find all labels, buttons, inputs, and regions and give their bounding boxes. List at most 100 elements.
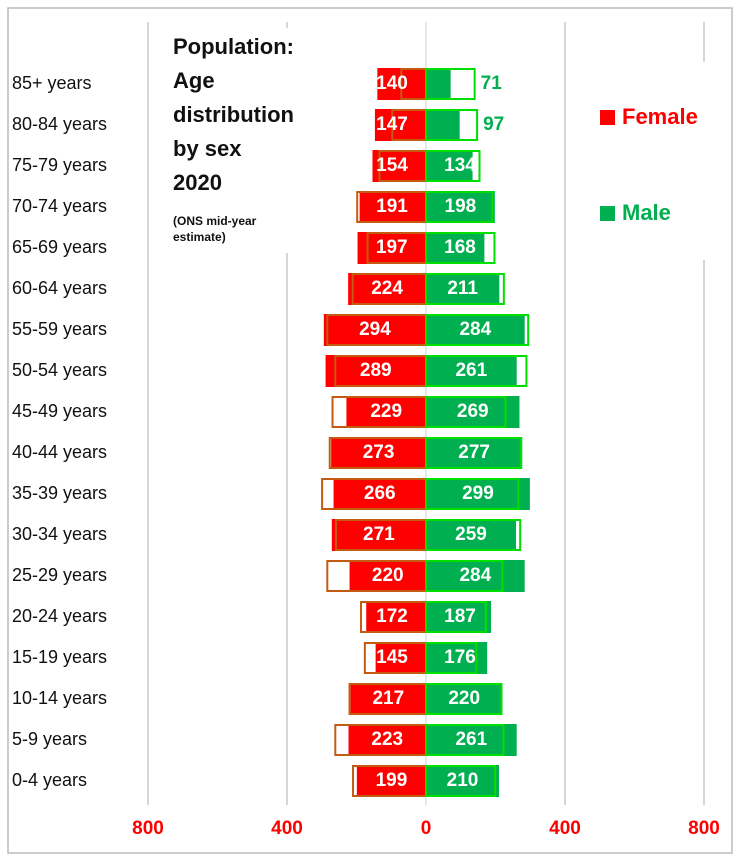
outline-bar xyxy=(425,273,505,305)
x-tick-label: 400 xyxy=(271,818,303,839)
bar xyxy=(426,109,460,141)
value-label: 289 xyxy=(360,360,392,381)
bar xyxy=(346,396,426,428)
value-label: 273 xyxy=(363,442,395,463)
value-label: 284 xyxy=(459,319,491,340)
bar xyxy=(426,601,491,633)
outline-bar xyxy=(425,437,522,469)
category-label: 35-39 years xyxy=(12,483,107,503)
category-label: 85+ years xyxy=(12,73,92,93)
value-label: 269 xyxy=(457,401,489,422)
category-label: 60-64 years xyxy=(12,278,107,298)
value-label: 187 xyxy=(444,606,476,627)
bar xyxy=(426,191,495,223)
chart-title: Population: xyxy=(173,34,294,59)
title-box xyxy=(165,28,323,253)
x-tick-label: 800 xyxy=(132,818,164,839)
bar xyxy=(426,232,485,264)
category-label: 65-69 years xyxy=(12,237,107,257)
category-label: 75-79 years xyxy=(12,155,107,175)
value-label: 199 xyxy=(376,770,408,791)
chart-title: 2020 xyxy=(173,170,222,195)
value-label: 134 xyxy=(444,155,476,176)
value-label: 229 xyxy=(370,401,402,422)
category-label: 80-84 years xyxy=(12,114,107,134)
legend-swatch xyxy=(600,206,615,221)
bar xyxy=(366,601,426,633)
value-label: 154 xyxy=(376,155,408,176)
value-label: 259 xyxy=(455,524,487,545)
category-label: 10-14 years xyxy=(12,688,107,708)
category-label: 30-34 years xyxy=(12,524,107,544)
chart-subtitle: (ONS mid-year xyxy=(173,214,257,228)
bar xyxy=(323,314,426,346)
x-tick-label: 800 xyxy=(688,818,720,839)
value-label: 299 xyxy=(462,483,494,504)
value-label: 277 xyxy=(458,442,490,463)
value-label: 220 xyxy=(448,688,480,709)
legend-label: Male xyxy=(622,200,671,225)
chart-title: Age xyxy=(173,68,215,93)
outline-bar xyxy=(425,191,494,223)
category-label: 40-44 years xyxy=(12,442,107,462)
category-label: 45-49 years xyxy=(12,401,107,421)
value-label: 145 xyxy=(376,647,408,668)
bar xyxy=(331,519,426,551)
bar xyxy=(426,560,525,592)
legend-label: Female xyxy=(622,104,698,129)
category-label: 0-4 years xyxy=(12,770,87,790)
category-label: 25-29 years xyxy=(12,565,107,585)
bar xyxy=(375,642,426,674)
value-label: 224 xyxy=(371,278,403,299)
category-label: 70-74 years xyxy=(12,196,107,216)
outline-bar xyxy=(425,109,479,141)
bar xyxy=(348,724,426,756)
value-label: 284 xyxy=(459,565,491,586)
outline-bar xyxy=(425,560,504,592)
chart-title: distribution xyxy=(173,102,294,127)
legend-box xyxy=(586,62,720,260)
value-label: 176 xyxy=(444,647,476,668)
category-label: 5-9 years xyxy=(12,729,87,749)
bar xyxy=(426,478,530,510)
outline-bar xyxy=(425,765,497,797)
value-label: 217 xyxy=(372,688,404,709)
bar xyxy=(350,683,426,715)
bar xyxy=(426,150,473,182)
category-label: 15-19 years xyxy=(12,647,107,667)
category-label: 55-59 years xyxy=(12,319,107,339)
bar xyxy=(426,519,517,551)
outline-bar xyxy=(425,68,476,100)
value-label: 266 xyxy=(364,483,396,504)
chart-subtitle: estimate) xyxy=(173,230,226,244)
outline-bar xyxy=(425,396,507,428)
value-label: 198 xyxy=(445,196,477,217)
bar xyxy=(426,68,451,100)
value-label: 97 xyxy=(483,114,504,135)
bar xyxy=(426,437,523,469)
bar xyxy=(349,560,426,592)
value-label: 71 xyxy=(481,73,503,94)
bar xyxy=(426,273,500,305)
outline-bar xyxy=(425,683,503,715)
value-label: 220 xyxy=(372,565,404,586)
value-label: 172 xyxy=(376,606,408,627)
outline-bar xyxy=(425,478,520,510)
bar xyxy=(331,437,426,469)
legend-swatch xyxy=(600,110,615,125)
value-label: 197 xyxy=(376,237,408,258)
bar xyxy=(359,191,426,223)
bar xyxy=(356,765,426,797)
value-label: 271 xyxy=(363,524,395,545)
outline-bar xyxy=(425,601,487,633)
bars xyxy=(321,68,530,797)
bar xyxy=(426,396,520,428)
bar xyxy=(357,232,426,264)
bar xyxy=(333,478,426,510)
bar xyxy=(325,355,426,387)
outline-bar xyxy=(425,642,478,674)
bar xyxy=(372,150,426,182)
x-tick-label: 400 xyxy=(549,818,581,839)
category-label: 20-24 years xyxy=(12,606,107,626)
bar xyxy=(426,765,499,797)
